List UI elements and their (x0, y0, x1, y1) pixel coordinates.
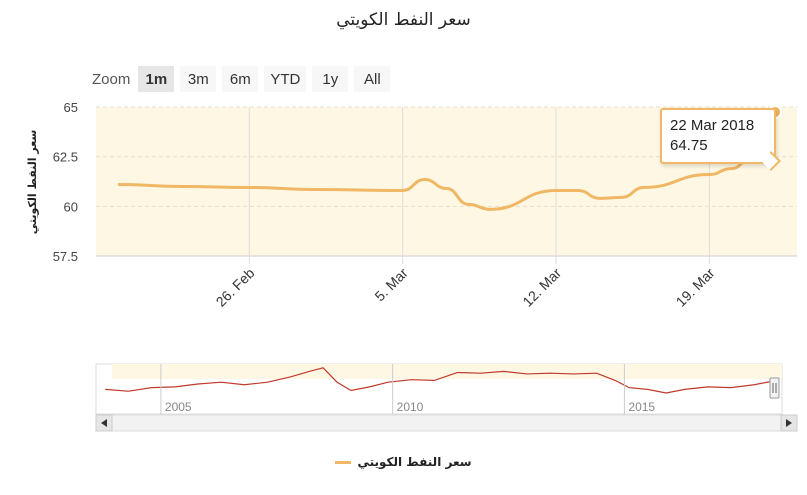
y-tick-label: 60 (64, 199, 78, 214)
zoom-all-button[interactable]: All (354, 66, 391, 92)
zoom-3m-button[interactable]: 3m (180, 66, 217, 92)
tooltip-date: 22 Mar 2018 (670, 117, 755, 134)
zoom-label: Zoom (92, 70, 131, 88)
navigator-tick-label: 2015 (628, 400, 655, 414)
navigator-tick-label: 2005 (165, 400, 192, 414)
y-tick-label: 65 (64, 100, 78, 115)
y-axis-title: سعر النفط الكويتي (26, 130, 39, 235)
zoom-1m-button[interactable]: 1m (138, 66, 175, 92)
y-tick-label: 57.5 (53, 249, 78, 264)
zoom-ytd-button[interactable]: YTD (264, 66, 307, 92)
legend-label: سعر النفط الكويتي (357, 455, 472, 469)
tooltip: 22 Mar 2018 64.75 (660, 108, 781, 171)
chart-title: سعر النفط الكويتي (336, 10, 471, 30)
navigator-band (112, 364, 782, 379)
navigator-series-line (105, 367, 773, 394)
x-tick-label: 19. Mar (673, 265, 718, 310)
navigator-tick-label: 2010 (397, 400, 424, 414)
x-tick-label: 12. Mar (519, 265, 564, 310)
navigator-handle[interactable] (769, 377, 780, 399)
scroll-left-icon (101, 419, 107, 427)
zoom-1y-button[interactable]: 1y (312, 66, 349, 92)
scrollbar-track[interactable] (95, 414, 798, 432)
zoom-6m-button[interactable]: 6m (222, 66, 259, 92)
scroll-right-icon (786, 419, 792, 427)
y-tick-label: 62.5 (53, 150, 78, 165)
legend-swatch (335, 460, 352, 464)
legend[interactable]: سعر النفط الكويتي (0, 455, 807, 469)
x-tick-label: 5. Mar (371, 265, 411, 305)
x-tick-label: 26. Feb (213, 265, 258, 310)
tooltip-value: 64.75 (670, 137, 708, 154)
range-selector: Zoom 1m 3m 6m YTD 1y All (92, 66, 396, 92)
navigator[interactable]: 2005 2010 2015 (95, 363, 798, 432)
series-line (117, 110, 776, 211)
